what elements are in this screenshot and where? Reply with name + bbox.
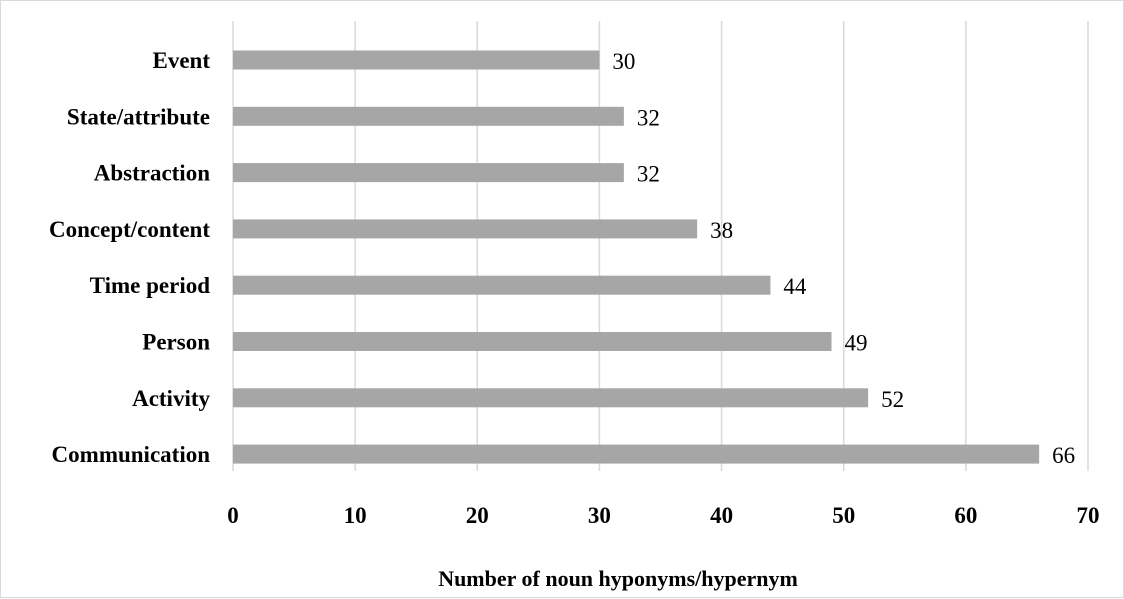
category-label: Activity — [132, 386, 210, 411]
category-label: Abstraction — [94, 161, 210, 186]
category-label: Person — [142, 330, 210, 355]
bars — [233, 50, 1040, 464]
data-label: 44 — [783, 274, 807, 299]
x-axis-title: Number of noun hyponyms/hypernym — [438, 566, 798, 591]
x-tick-label: 10 — [344, 503, 367, 528]
data-label: 52 — [881, 387, 904, 412]
data-label: 49 — [845, 331, 868, 356]
category-label: Communication — [52, 442, 211, 467]
category-labels: Event State/attribute Abstraction Concept/c… — [49, 48, 210, 467]
bar — [233, 275, 771, 295]
x-tick-label: 0 — [227, 503, 239, 528]
bar — [233, 444, 1040, 464]
data-label: 30 — [612, 49, 635, 74]
data-label: 66 — [1052, 443, 1075, 468]
bar — [233, 332, 832, 351]
bar — [233, 163, 624, 183]
category-label: Time period — [90, 273, 211, 298]
data-label: 38 — [710, 218, 733, 243]
x-tick-labels: 0 10 20 30 40 50 60 70 — [227, 503, 1099, 528]
bar — [233, 106, 624, 126]
category-label: Event — [153, 48, 211, 73]
data-labels: 30 32 32 38 44 49 52 66 — [612, 49, 1075, 468]
x-tick-label: 30 — [588, 503, 611, 528]
x-tick-label: 40 — [710, 503, 733, 528]
bar — [233, 388, 869, 408]
category-label: Concept/content — [49, 217, 210, 242]
data-label: 32 — [637, 162, 660, 187]
x-tick-label: 50 — [832, 503, 855, 528]
x-tick-label: 70 — [1077, 503, 1100, 528]
data-label: 32 — [637, 105, 660, 130]
bar — [233, 219, 698, 239]
x-tick-label: 60 — [954, 503, 977, 528]
bar — [233, 50, 600, 70]
gridlines — [232, 21, 1089, 471]
category-label: State/attribute — [67, 104, 210, 129]
x-tick-label: 20 — [466, 503, 489, 528]
